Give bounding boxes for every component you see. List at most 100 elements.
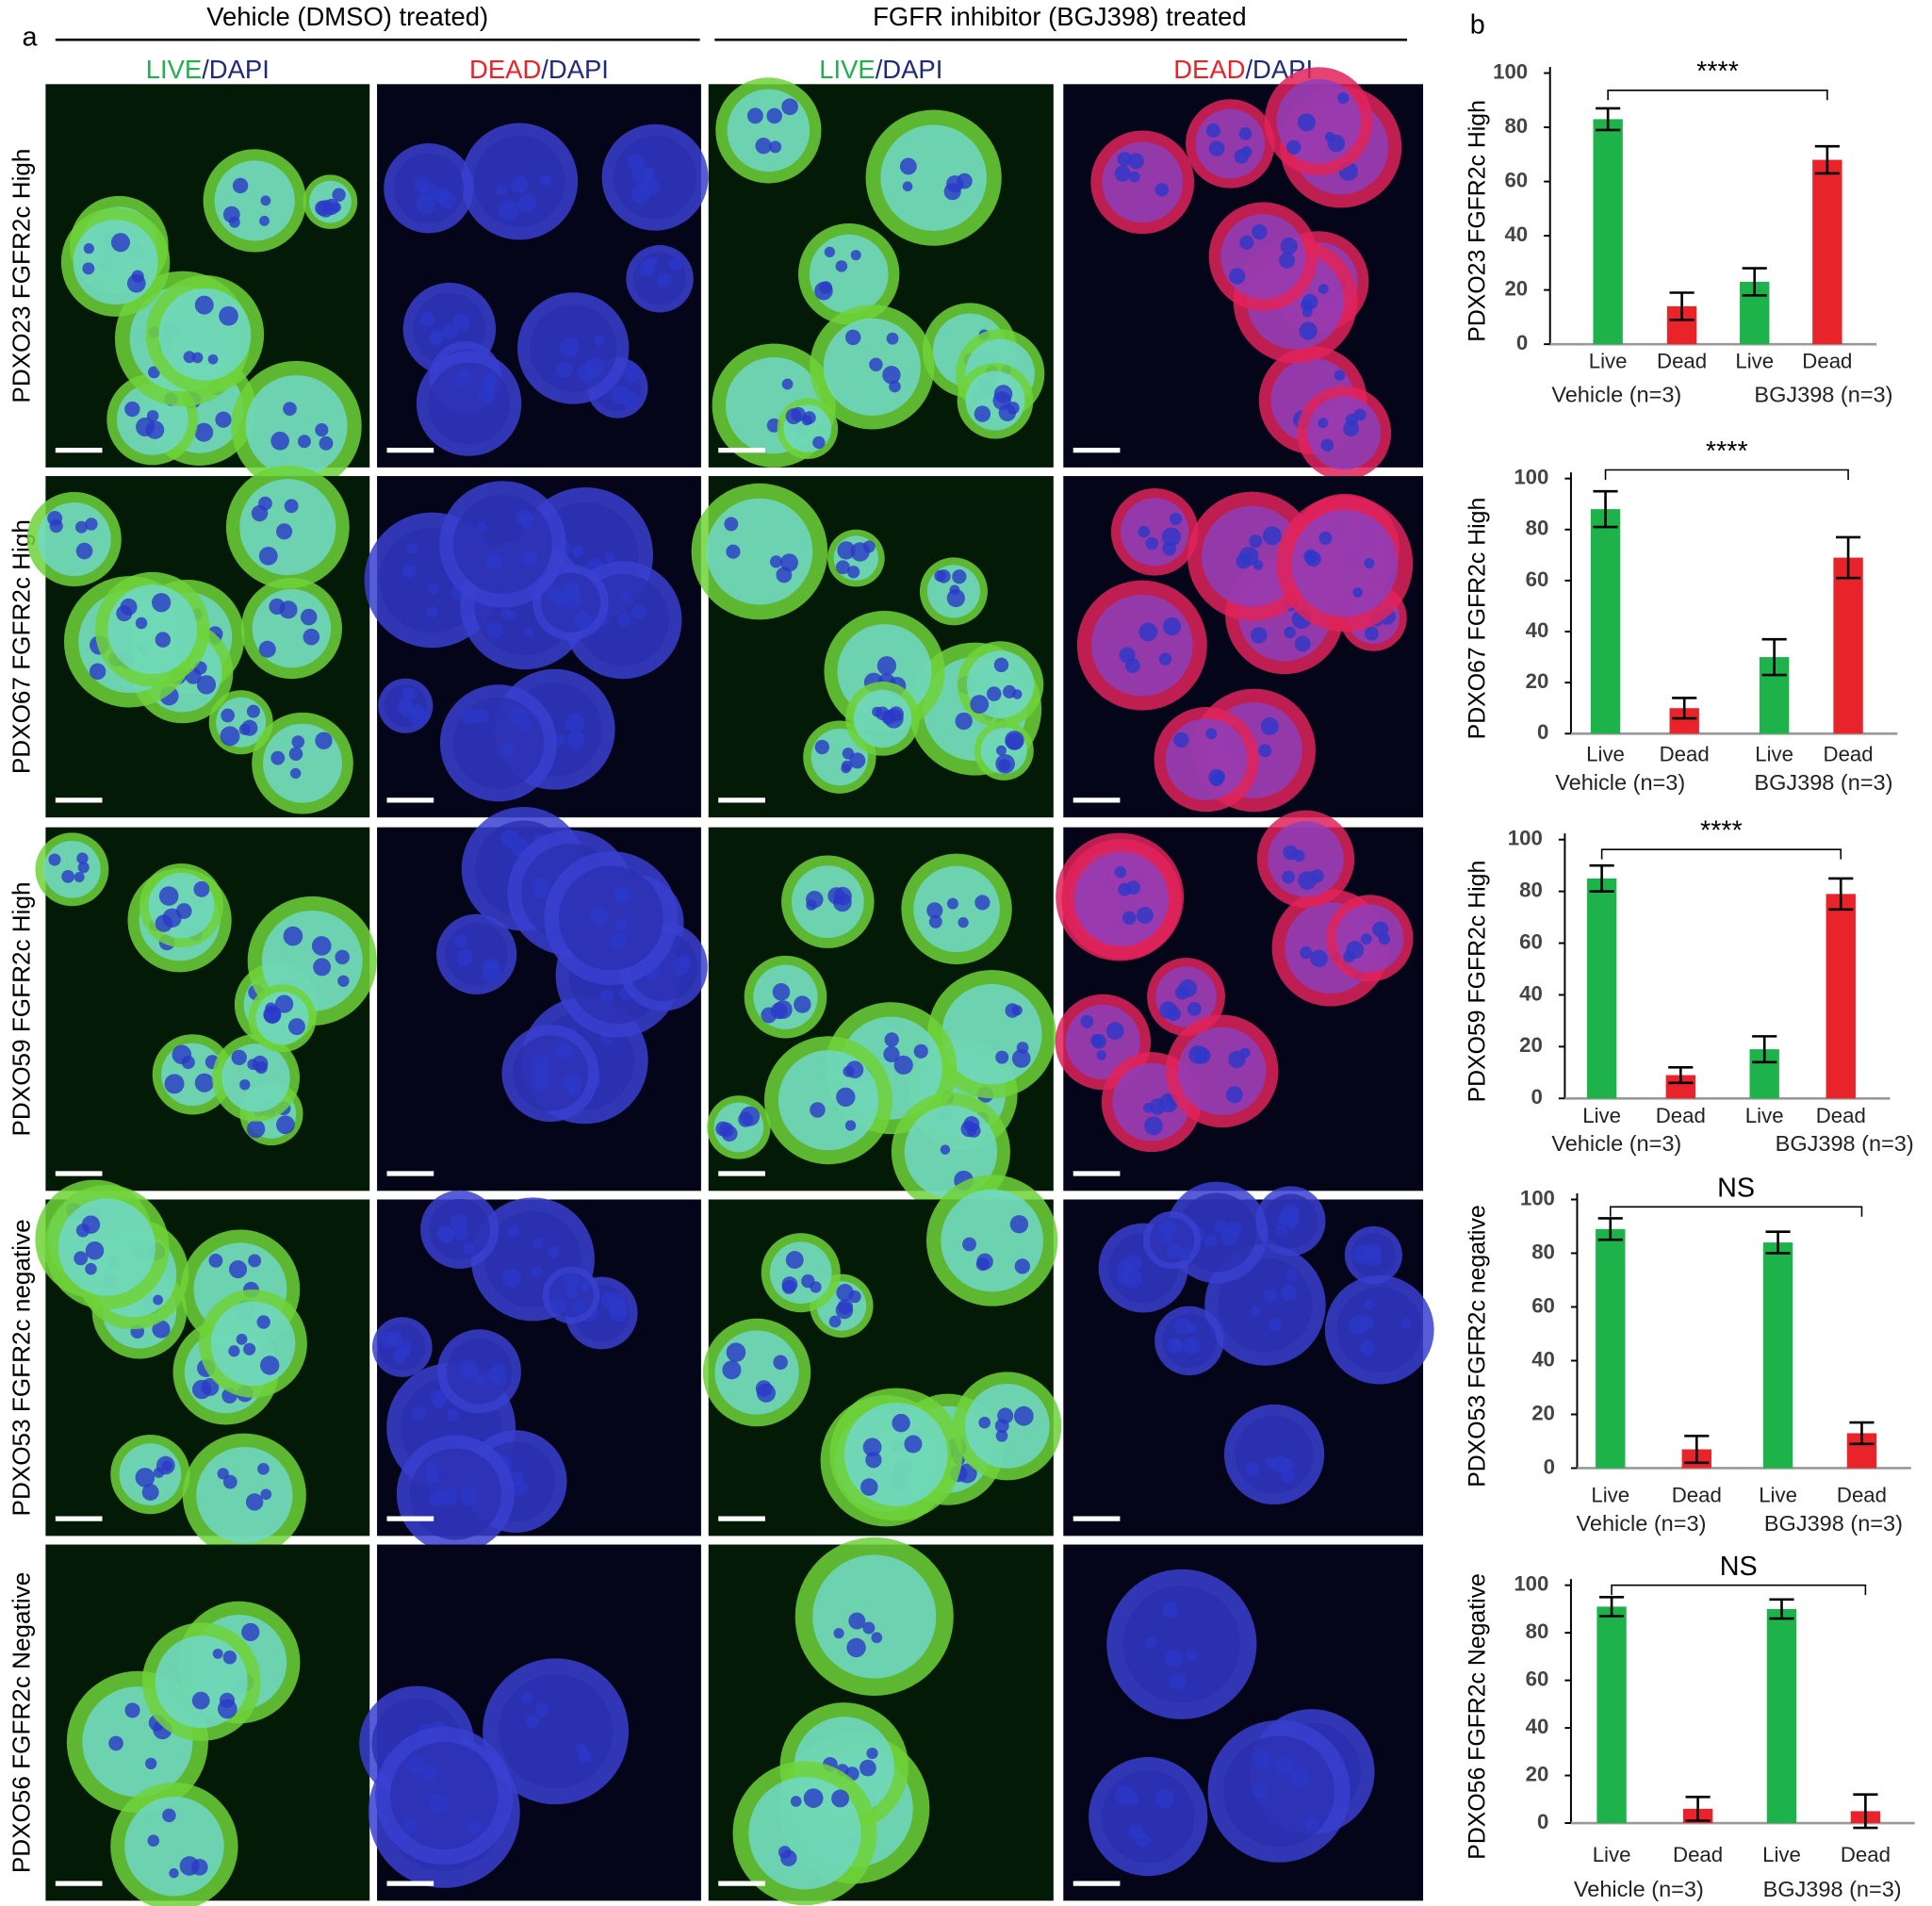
- group-header: FGFR inhibitor (BGJ398) treated: [873, 2, 1246, 31]
- nucleus: [467, 1819, 482, 1834]
- micrograph: [35, 827, 377, 1191]
- nucleus: [482, 962, 501, 983]
- row-label: PDXO56 FGFR2c Negative: [8, 1572, 36, 1873]
- nucleus: [259, 215, 270, 226]
- group-header: Vehicle (DMSO) treated): [206, 2, 488, 31]
- nucleus: [1114, 165, 1131, 182]
- nucleus: [1281, 1470, 1295, 1484]
- organoid-core: [499, 1674, 613, 1789]
- y-tick-label: 0: [1531, 1085, 1543, 1109]
- nucleus: [833, 1628, 844, 1639]
- nucleus: [81, 1215, 101, 1234]
- error-bar: [1596, 107, 1621, 132]
- y-tick-label: 0: [1537, 1810, 1548, 1833]
- organoid-core: [107, 584, 198, 675]
- nucleus: [902, 181, 913, 192]
- nucleus: [181, 1055, 195, 1070]
- nucleus: [943, 183, 961, 201]
- nucleus: [485, 553, 502, 570]
- nucleus: [630, 604, 647, 620]
- micrograph: [708, 1536, 1054, 1906]
- nucleus: [260, 195, 271, 206]
- nucleus: [215, 411, 232, 428]
- nucleus: [420, 1764, 437, 1782]
- nucleus: [1096, 1050, 1107, 1060]
- nucleus: [1334, 370, 1346, 381]
- y-tick-label: 40: [1526, 1715, 1549, 1738]
- nucleus: [61, 869, 75, 883]
- channel-label: DEAD/DAPI: [469, 55, 609, 84]
- nucleus: [552, 590, 569, 607]
- nucleus: [770, 1002, 788, 1020]
- nucleus: [564, 580, 581, 597]
- nucleus: [313, 958, 332, 977]
- nucleus: [1359, 1315, 1374, 1330]
- nucleus: [1268, 1318, 1282, 1332]
- y-axis-title: PDXO56 FGFR2c Negative: [1465, 1573, 1490, 1860]
- y-tick-label: 80: [1504, 114, 1528, 138]
- y-axis-title: PDXO53 FGFR2c negative: [1465, 1205, 1490, 1487]
- nucleus: [74, 871, 85, 882]
- significance-bracket: [1609, 1206, 1863, 1217]
- category-label: Live: [1755, 743, 1793, 766]
- nucleus: [1090, 1034, 1104, 1047]
- nucleus: [555, 1043, 573, 1060]
- nucleus: [827, 887, 845, 905]
- nucleus: [239, 1078, 251, 1091]
- organoid-core: [1091, 594, 1193, 697]
- y-tick-label: 100: [1493, 59, 1528, 83]
- nucleus: [721, 1126, 738, 1142]
- group-label: BGJ398 (n=3): [1754, 770, 1892, 795]
- nucleus: [1005, 1003, 1020, 1018]
- nucleus: [520, 1692, 533, 1704]
- y-tick-label: 80: [1531, 1240, 1555, 1263]
- nucleus: [580, 1281, 591, 1292]
- nucleus: [844, 1120, 857, 1131]
- nucleus: [1260, 716, 1279, 736]
- nucleus: [459, 1359, 479, 1380]
- nucleus: [151, 593, 172, 613]
- nucleus: [191, 352, 204, 364]
- nucleus: [1292, 849, 1305, 863]
- nucleus: [401, 687, 416, 701]
- nucleus: [722, 1360, 742, 1380]
- nucleus: [405, 542, 418, 554]
- nucleus: [577, 365, 596, 383]
- micrograph: [377, 84, 709, 468]
- nucleus: [1145, 536, 1158, 550]
- error-bar: [1752, 1035, 1777, 1064]
- nucleus: [437, 1225, 455, 1243]
- nucleus: [1310, 869, 1324, 883]
- y-axis-title: PDXO59 FGFR2c High: [1465, 861, 1490, 1103]
- nucleus: [492, 1372, 508, 1387]
- category-label: Dead: [1824, 743, 1874, 766]
- bar: [1766, 1608, 1797, 1824]
- nucleus: [283, 926, 303, 946]
- nucleus: [1286, 140, 1302, 155]
- nucleus: [75, 542, 93, 560]
- nucleus: [1369, 1246, 1381, 1258]
- nucleus: [219, 305, 238, 326]
- nucleus: [1138, 525, 1151, 538]
- nucleus: [883, 1045, 900, 1063]
- significance-bracket: [1604, 468, 1849, 480]
- nucleus: [152, 1320, 171, 1339]
- error-bar: [1765, 1230, 1791, 1255]
- nucleus: [153, 1467, 165, 1478]
- nucleus: [222, 1474, 237, 1489]
- nucleus: [274, 994, 294, 1013]
- nucleus: [288, 747, 303, 762]
- nucleus: [243, 1342, 256, 1356]
- nucleus: [1126, 1793, 1139, 1806]
- nucleus: [836, 1087, 856, 1108]
- nucleus: [1320, 438, 1334, 452]
- nucleus: [1135, 1832, 1150, 1848]
- nucleus: [300, 608, 318, 626]
- bar: [1762, 1242, 1793, 1469]
- organoid-core: [809, 234, 889, 314]
- group-label: BGJ398 (n=3): [1754, 382, 1892, 406]
- nucleus: [773, 1355, 788, 1371]
- nucleus: [814, 739, 829, 755]
- nucleus: [889, 380, 901, 393]
- error-bar: [1742, 267, 1767, 297]
